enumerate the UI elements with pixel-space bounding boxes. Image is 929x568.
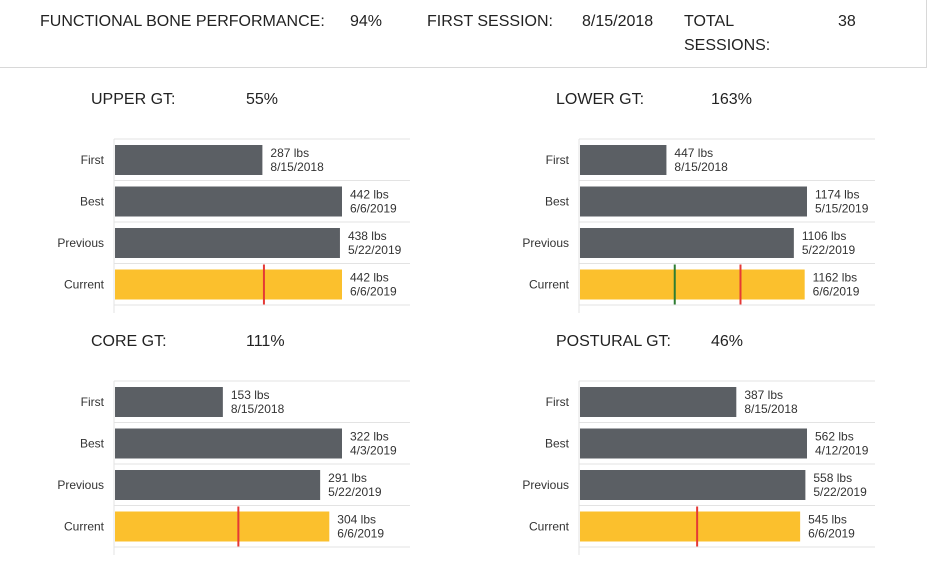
current-bar xyxy=(580,511,801,542)
current-bar xyxy=(580,269,805,300)
category-label: First xyxy=(81,153,105,167)
date-label: 8/15/2018 xyxy=(674,160,728,174)
date-label: 6/6/2019 xyxy=(813,285,860,299)
category-label: First xyxy=(546,395,570,409)
bar xyxy=(580,470,806,500)
summary-header: FUNCTIONAL BONE PERFORMANCE: 94% FIRST S… xyxy=(0,0,927,68)
bar xyxy=(115,186,342,217)
category-label: Current xyxy=(64,277,105,291)
panel-percent: 163% xyxy=(711,91,752,108)
total-sessions-value: 38 xyxy=(838,13,856,30)
value-label: 438 lbs xyxy=(348,229,387,243)
value-label: 287 lbs xyxy=(270,146,309,160)
date-label: 8/15/2018 xyxy=(744,402,798,416)
panel-title: LOWER GT: xyxy=(556,91,645,108)
value-label: 558 lbs xyxy=(813,471,852,485)
first-session-label: FIRST SESSION: xyxy=(427,13,553,30)
value-label: 387 lbs xyxy=(744,388,783,402)
value-label: 442 lbs xyxy=(350,188,389,202)
bar xyxy=(580,145,667,175)
value-label: 153 lbs xyxy=(231,388,270,402)
date-label: 4/3/2019 xyxy=(350,444,397,458)
date-label: 5/22/2019 xyxy=(802,243,856,257)
value-label: 545 lbs xyxy=(808,513,847,527)
category-label: Best xyxy=(80,436,105,450)
date-label: 8/15/2018 xyxy=(270,160,324,174)
value-label: 562 lbs xyxy=(815,430,854,444)
panel-percent: 111% xyxy=(246,333,285,350)
first-session-value: 8/15/2018 xyxy=(582,13,654,30)
current-bar xyxy=(115,511,330,542)
category-label: First xyxy=(81,395,105,409)
total-sessions-label-line1: TOTAL xyxy=(684,13,735,30)
value-label: 1106 lbs xyxy=(802,229,846,243)
value-label: 442 lbs xyxy=(350,271,389,285)
value-label: 291 lbs xyxy=(328,471,367,485)
date-label: 6/6/2019 xyxy=(350,202,397,216)
category-label: Best xyxy=(545,194,570,208)
bar xyxy=(580,428,807,459)
panel-title: UPPER GT: xyxy=(91,91,176,108)
category-label: Previous xyxy=(57,478,104,492)
category-label: Best xyxy=(80,194,105,208)
bar xyxy=(115,228,340,258)
panel-title: POSTURAL GT: xyxy=(556,333,671,350)
category-label: Previous xyxy=(57,236,104,250)
bar xyxy=(115,387,223,417)
value-label: 304 lbs xyxy=(337,513,376,527)
category-label: Previous xyxy=(522,478,569,492)
date-label: 5/22/2019 xyxy=(813,485,867,499)
upper-gt-panel: UPPER GT: 55% First 287 lbs 8/15/2018 Best 4… xyxy=(0,72,460,313)
bar xyxy=(115,470,321,500)
category-label: Current xyxy=(529,277,570,291)
core-gt-panel: CORE GT: 111% First 153 lbs 8/15/2018 Best 3… xyxy=(0,314,460,555)
value-label: 1174 lbs xyxy=(815,188,859,202)
date-label: 6/6/2019 xyxy=(337,527,384,541)
date-label: 6/6/2019 xyxy=(808,527,855,541)
lower-gt-panel: LOWER GT: 163% First 447 lbs 8/15/2018 Best… xyxy=(465,72,925,313)
panel-percent: 55% xyxy=(246,91,279,108)
date-label: 5/15/2019 xyxy=(815,202,869,216)
functional-bone-performance-value: 94% xyxy=(350,13,383,30)
category-label: Current xyxy=(529,519,570,533)
value-label: 447 lbs xyxy=(674,146,713,160)
category-label: Best xyxy=(545,436,570,450)
bar xyxy=(580,228,794,258)
panel-title: CORE GT: xyxy=(91,333,167,350)
current-bar xyxy=(115,269,342,300)
bar xyxy=(115,428,342,459)
date-label: 8/15/2018 xyxy=(231,402,285,416)
category-label: First xyxy=(546,153,570,167)
functional-bone-performance-label: FUNCTIONAL BONE PERFORMANCE: xyxy=(40,13,325,30)
postural-gt-panel: POSTURAL GT: 46% First 387 lbs 8/15/2018 Be… xyxy=(465,314,925,555)
date-label: 6/6/2019 xyxy=(350,285,397,299)
total-sessions-label-line2: SESSIONS: xyxy=(684,37,771,54)
date-label: 4/12/2019 xyxy=(815,444,869,458)
date-label: 5/22/2019 xyxy=(348,243,402,257)
bar xyxy=(580,387,737,417)
date-label: 5/22/2019 xyxy=(328,485,382,499)
panel-percent: 46% xyxy=(711,333,744,350)
bar xyxy=(115,145,263,175)
category-label: Current xyxy=(64,519,105,533)
category-label: Previous xyxy=(522,236,569,250)
value-label: 322 lbs xyxy=(350,430,389,444)
bar xyxy=(580,186,807,217)
value-label: 1162 lbs xyxy=(813,271,857,285)
